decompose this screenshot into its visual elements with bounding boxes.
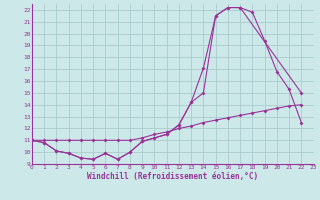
X-axis label: Windchill (Refroidissement éolien,°C): Windchill (Refroidissement éolien,°C) [87, 172, 258, 181]
